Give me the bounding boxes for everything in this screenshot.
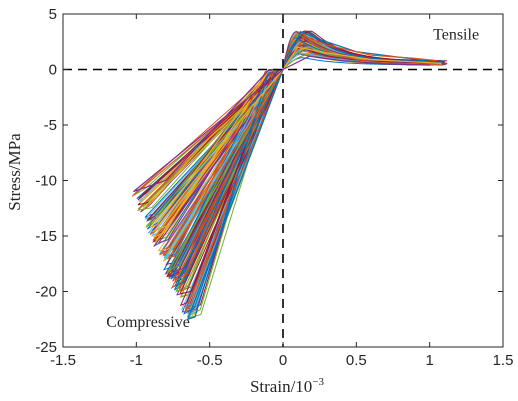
x-tick-label: 0.5	[346, 352, 367, 369]
tensile-annotation: Tensile	[433, 27, 479, 44]
x-axis-label-base: Strain/10	[250, 377, 312, 396]
compression-curve	[168, 69, 284, 278]
y-tick-label: -5	[44, 117, 57, 134]
compressive-annotation: Compressive	[106, 314, 190, 331]
x-tick-label: 0	[279, 352, 287, 369]
sample-tension-curve	[282, 46, 442, 70]
y-tick-label: 0	[49, 62, 57, 79]
y-tick-label: -20	[35, 284, 57, 301]
x-tick-label: -1.5	[50, 352, 76, 369]
y-tick-label: -10	[35, 173, 57, 190]
y-tick-label: 5	[49, 6, 57, 23]
x-tick-label: 1	[425, 352, 433, 369]
sample-tension-curve	[282, 35, 438, 70]
y-tick-label: -25	[35, 339, 57, 356]
x-tick-label: -1	[130, 352, 143, 369]
plot-area: -1.5 -1 -0.5 0 0.5 1 1.5 5 0 -5 -10 -15 -20 -25	[35, 6, 513, 369]
tension-curve	[282, 47, 445, 70]
y-axis-label: Stress/MPa	[5, 133, 24, 211]
x-axis-label-exponent: −3	[312, 376, 324, 388]
sample-tension-curve	[282, 55, 430, 71]
sample-compression-curve	[133, 68, 284, 193]
x-tick-label: -0.5	[197, 352, 223, 369]
compression-curve	[137, 69, 284, 201]
sample-compression-curve	[149, 68, 284, 229]
axis-ticks: -1.5 -1 -0.5 0 0.5 1 1.5 5 0 -5 -10 -15 -20 -25	[35, 6, 513, 369]
annotations: Tensile Compressive	[106, 27, 479, 331]
x-axis-label: Strain/10−3	[250, 376, 325, 396]
curves-group	[131, 30, 448, 321]
axis-labels: Stress/MPa Strain/10−3	[5, 133, 325, 396]
compression-curve	[173, 69, 284, 288]
y-tick-label: -15	[35, 228, 57, 245]
x-tick-label: 1.5	[493, 352, 514, 369]
tension-curve	[282, 37, 438, 70]
